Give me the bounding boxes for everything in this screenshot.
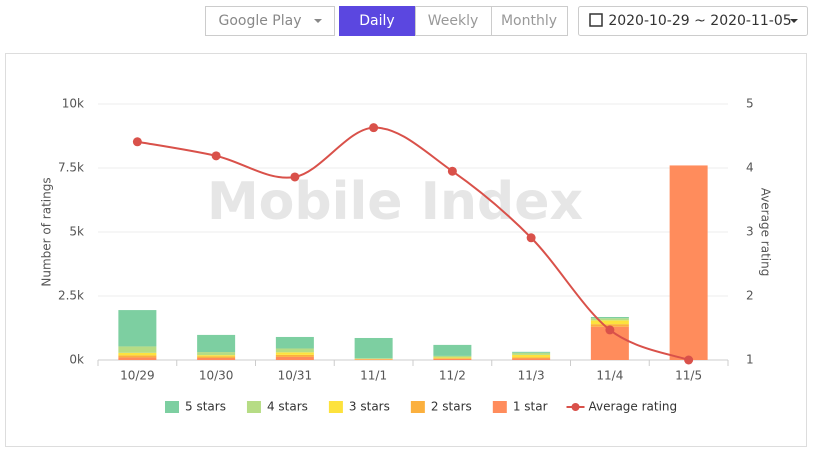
rating-point <box>290 172 300 182</box>
rating-point <box>211 151 221 161</box>
bar-segment <box>197 334 236 353</box>
rating-point <box>526 233 536 243</box>
legend-swatch <box>410 401 425 413</box>
bar-segment <box>118 355 157 358</box>
button-label: Daily <box>359 13 394 29</box>
date-box <box>578 6 808 36</box>
y2-tick-label: 1 <box>746 353 754 367</box>
bar-segment <box>197 352 236 356</box>
bar-segment <box>197 355 236 357</box>
caret <box>314 19 322 23</box>
bar-segment <box>354 359 393 360</box>
legend-swatch <box>165 401 179 413</box>
bar-segment <box>275 348 314 353</box>
legend-label: 1 star <box>513 400 548 414</box>
y-tick-label: 10k <box>62 97 84 111</box>
y2-tick-label: 3 <box>746 225 754 239</box>
y-tick-label: 7.5k <box>58 161 84 175</box>
bar-segment <box>433 358 472 359</box>
bar-segment <box>275 354 314 357</box>
legend-item[interactable]: 3 stars <box>328 400 390 414</box>
legend-label: 2 stars <box>431 400 472 414</box>
bar-segment <box>433 357 472 359</box>
dropdown-label: Google Play <box>218 13 301 29</box>
y-tick-label: 5k <box>69 225 84 239</box>
button-box <box>491 6 568 36</box>
legend-label: 3 stars <box>349 400 390 414</box>
x-tick-label: 10/30 <box>199 369 234 383</box>
bar-segment <box>118 352 157 356</box>
x-tick-label: 10/29 <box>120 369 155 383</box>
rating-point <box>605 325 615 335</box>
button-label: Monthly <box>501 13 557 29</box>
caret <box>790 19 798 23</box>
dropdown-box <box>205 6 335 36</box>
rating-line <box>137 126 689 361</box>
calendar-icon <box>589 13 603 27</box>
period-button[interactable]: Monthly <box>491 6 568 36</box>
legend-swatch <box>492 401 507 413</box>
bar-segment <box>433 355 472 358</box>
legend-dot <box>571 403 580 411</box>
rating-point <box>132 137 142 147</box>
y-axis-title: Number of ratings <box>40 177 54 286</box>
y2-axis-title: Average rating <box>759 188 773 277</box>
bar-segment <box>512 351 551 353</box>
button-box <box>415 6 492 36</box>
x-tick-label: 11/4 <box>596 369 623 383</box>
bar-segment <box>512 358 551 360</box>
bar-segment <box>275 336 314 349</box>
date-label: 2020-10-29 ~ 2020-11-05 <box>608 13 791 29</box>
bar-segment <box>354 358 393 359</box>
y2-tick-label: 4 <box>746 161 754 175</box>
button-label: Weekly <box>428 13 479 29</box>
bar-segment <box>118 357 157 360</box>
bar-segment <box>590 318 629 321</box>
rating-point <box>369 123 379 133</box>
y2-tick-label: 2 <box>746 289 754 303</box>
bar-segment <box>197 357 236 360</box>
bar-segment <box>354 337 393 359</box>
legend-item[interactable]: 5 stars <box>165 400 226 414</box>
x-tick-label: 10/31 <box>278 369 313 383</box>
bar-segment <box>512 354 551 358</box>
period-button[interactable]: Weekly <box>415 6 492 36</box>
store-dropdown[interactable]: Google Play <box>205 6 335 36</box>
legend-label: 5 stars <box>185 400 226 414</box>
bar-segment <box>512 352 551 355</box>
x-tick-label: 11/1 <box>360 369 387 383</box>
legend-label: Average rating <box>589 400 678 414</box>
bar-segment <box>433 344 472 356</box>
legend-item[interactable]: 2 stars <box>410 400 472 414</box>
legend-item[interactable]: Average rating <box>566 400 678 414</box>
button-box <box>339 6 416 36</box>
bar-segment <box>669 165 708 360</box>
legend-label: 4 stars <box>267 400 308 414</box>
bar-segment <box>197 356 236 358</box>
x-tick-label: 11/2 <box>439 369 466 383</box>
bar-segment <box>118 310 157 347</box>
y2-tick-label: 5 <box>746 97 754 111</box>
bar-segment <box>433 358 472 360</box>
bar-segment <box>590 320 629 325</box>
period-button[interactable]: Daily <box>339 6 416 36</box>
legend-item[interactable]: 1 star <box>492 400 548 414</box>
rating-point <box>684 355 694 365</box>
bar-segment <box>275 352 314 355</box>
y-tick-label: 2.5k <box>58 289 84 303</box>
bar-segment <box>118 346 157 353</box>
watermark: Mobile Index <box>207 172 583 232</box>
legend-swatch <box>328 401 343 413</box>
y-tick-label: 0k <box>69 353 84 367</box>
bar-segment <box>512 357 551 359</box>
legend-item[interactable]: 4 stars <box>246 400 308 414</box>
bar-segment <box>275 356 314 360</box>
x-tick-label: 11/5 <box>675 369 702 383</box>
x-tick-label: 11/3 <box>518 369 545 383</box>
rating-point <box>447 166 457 176</box>
date-range[interactable]: 2020-10-29 ~ 2020-11-05 <box>578 6 808 36</box>
legend-swatch <box>246 401 261 413</box>
bar-segment <box>590 316 629 319</box>
